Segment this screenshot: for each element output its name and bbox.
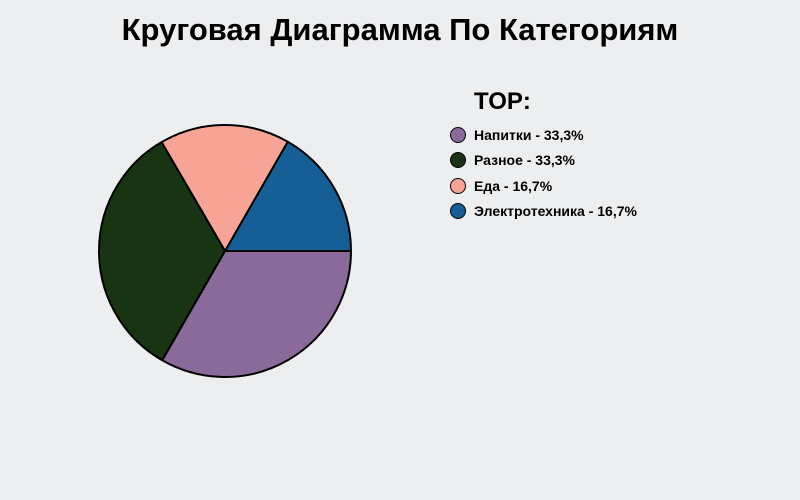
legend-label: Разное - 33,3% bbox=[474, 152, 576, 169]
legend-item: Напитки - 33,3% bbox=[450, 122, 637, 148]
legend-swatch bbox=[450, 177, 466, 194]
pie-slice-3 bbox=[161, 250, 352, 378]
chart-title: Круговая Диаграмма По Категориям bbox=[121, 12, 679, 47]
legend: TOP: Напитки - 33,3% Разное - 33,3% Еда - … bbox=[450, 88, 637, 224]
pie-slice-1 bbox=[160, 124, 289, 252]
pie-slice-0 bbox=[224, 140, 352, 252]
legend-item: Еда - 16,7% bbox=[450, 173, 637, 199]
legend-label: Электротехника - 16,7% bbox=[474, 203, 637, 220]
legend-items: Напитки - 33,3% Разное - 33,3% Еда - 16,7%… bbox=[450, 122, 637, 224]
legend-item: Разное - 33,3% bbox=[450, 148, 637, 174]
legend-item: Электротехника - 16,7% bbox=[450, 199, 637, 225]
legend-title: TOP: bbox=[474, 88, 531, 115]
legend-swatch bbox=[450, 152, 466, 169]
legend-label: Еда - 16,7% bbox=[474, 177, 553, 194]
legend-swatch bbox=[450, 126, 466, 143]
legend-swatch bbox=[450, 203, 466, 220]
legend-label: Напитки - 33,3% bbox=[474, 126, 584, 143]
